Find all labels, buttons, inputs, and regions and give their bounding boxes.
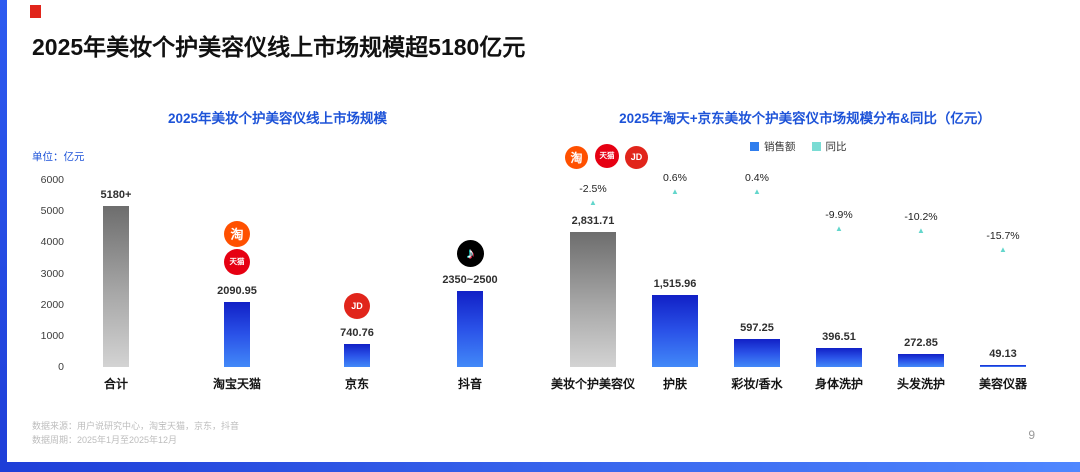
category-label: 护肤 [662,377,687,391]
legend-swatch-yoy [811,142,821,151]
legend-label-yoy: 同比 [825,141,847,153]
value-label: 597.25 [740,321,774,334]
y-axis-tick: 5000 [40,205,64,218]
taobao-icon: 淘 [224,221,250,247]
bar [570,232,616,367]
tmall-icon: 天猫 [595,144,619,168]
y-axis-tick: 2000 [40,298,64,311]
y-axis-tick: 4000 [40,236,64,249]
yoy-marker-triangle: ▲ [589,197,597,207]
yoy-marker-triangle: ▲ [999,245,1007,255]
legend-item-sales: 销售额 [750,139,796,154]
chart-legend: 销售额 同比 [750,139,847,154]
jd-icon: JD [344,293,370,319]
yoy-label: 0.6% [663,171,687,184]
category-label: 美容仪器 [978,377,1027,391]
category-label: 抖音 [457,377,482,391]
category-label: 淘宝天猫 [212,377,261,391]
legend-label-sales: 销售额 [764,141,796,153]
yoy-label: -2.5% [579,182,607,195]
tmall-icon-glyph: 天猫 [599,151,615,161]
category-label: 身体洗护 [814,377,863,391]
yoy-label: -15.7% [986,230,1020,243]
value-label: 2,831.71 [571,215,615,228]
value-label: 740.76 [340,326,374,339]
value-label: 396.51 [822,331,856,344]
value-label: 1,515.96 [653,277,697,290]
value-label: 272.85 [904,336,938,349]
value-label: 5180+ [100,188,132,201]
logo-mark [30,5,41,18]
douyin-icon-glyph: ♪ [466,245,475,262]
yoy-label: -9.9% [825,209,853,222]
tmall-icon: 天猫 [224,249,250,275]
footnote-source: 数据来源：用户说研究中心，淘宝天猫，京东，抖音 [32,421,240,431]
jd-icon: JD [625,146,648,169]
bottom-accent-bar [0,462,1080,472]
bar [816,348,862,367]
category-label: 头发洗护 [896,377,945,391]
yoy-marker-triangle: ▲ [835,224,843,234]
value-label: 49.13 [989,347,1017,360]
bar [898,353,944,367]
bar [652,294,698,367]
bar [980,364,1026,367]
y-axis-tick: 6000 [40,174,64,186]
y-axis-tick: 0 [58,361,64,373]
right-chart: 2025年淘天+京东美妆个护美容仪市场规模分布&同比（亿元） 销售额 同比 淘 … [545,95,1065,405]
yoy-marker-triangle: ▲ [917,225,925,235]
unit-label: 单位：亿元 [32,151,85,163]
yoy-label: -10.2% [904,210,938,223]
jd-icon-glyph: JD [351,300,363,311]
bar [103,205,129,367]
jd-icon-glyph: JD [630,152,643,162]
left-chart: 2025年美妆个护美容仪线上市场规模 单位：亿元 淘 天猫 JD ♪ 6000 5… [30,95,525,405]
yoy-marker-triangle: ▲ [671,186,679,196]
douyin-icon: ♪ [457,240,484,267]
y-axis-tick: 1000 [40,329,64,342]
legend-item-yoy: 同比 [811,139,847,154]
bar [344,343,370,367]
footnotes: 数据来源：用户说研究中心，淘宝天猫，京东，抖音 数据周期：2025年1月至202… [32,419,239,448]
tmall-icon-glyph: 天猫 [229,257,245,267]
taobao-icon-glyph: 淘 [570,150,583,165]
bar [734,338,780,367]
page-number: 9 [1028,428,1035,442]
category-label: 合计 [103,377,128,391]
yoy-marker-triangle: ▲ [753,187,761,197]
yoy-label: 0.4% [745,172,769,185]
left-chart-title: 2025年美妆个护美容仪线上市场规模 [167,111,388,126]
right-chart-title: 2025年淘天+京东美妆个护美容仪市场规模分布&同比（亿元） [619,111,991,126]
taobao-icon-glyph: 淘 [230,226,244,242]
category-label: 彩妆/香水 [731,377,783,391]
slide-title: 2025年美妆个护美容仪线上市场规模超5180亿元 [32,34,526,60]
taobao-icon: 淘 [565,146,588,169]
value-label: 2350~2500 [442,274,498,287]
category-label: 京东 [344,377,369,391]
category-label: 美妆个护美容仪 [550,377,635,391]
y-axis-tick: 3000 [40,267,64,280]
legend-swatch-sales [750,142,759,151]
footnote-period: 数据周期：2025年1月至2025年12月 [32,435,178,446]
bar [457,291,483,367]
value-label: 2090.95 [217,284,257,297]
left-accent-bar [0,0,7,472]
bar [224,301,250,367]
